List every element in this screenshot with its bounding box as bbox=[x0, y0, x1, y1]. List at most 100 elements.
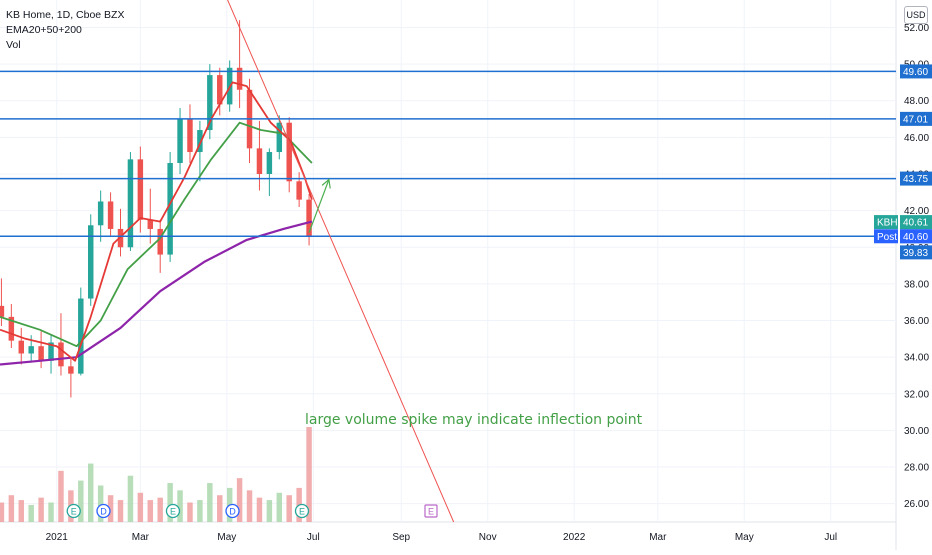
y-tick-label: 42.00 bbox=[904, 206, 929, 217]
volume-bar bbox=[167, 483, 173, 522]
candle-body bbox=[48, 342, 54, 361]
candle-body bbox=[18, 340, 24, 354]
event-marker-label: E bbox=[428, 507, 434, 517]
candle-body bbox=[137, 159, 144, 220]
level-price-badge-text: 49.60 bbox=[903, 67, 928, 78]
annotation-text[interactable]: large volume spike may indicate inflecti… bbox=[305, 412, 643, 428]
x-tick-label: Jul bbox=[824, 532, 837, 543]
price-badge-value: 40.61 bbox=[903, 218, 928, 229]
candle-body bbox=[306, 199, 312, 237]
legend-symbol[interactable]: KB Home, 1D, Cboe BZX bbox=[6, 9, 125, 21]
event-marker-label: E bbox=[299, 507, 305, 517]
y-tick-label: 26.00 bbox=[904, 499, 929, 510]
y-tick-label: 32.00 bbox=[904, 389, 929, 400]
volume-bar bbox=[236, 478, 243, 522]
volume-bar bbox=[197, 500, 203, 522]
future-earnings-marker[interactable] bbox=[424, 504, 438, 518]
volume-bar bbox=[286, 495, 292, 522]
volume-bar bbox=[107, 495, 114, 522]
level-price-badge bbox=[900, 171, 932, 186]
x-tick-label: May bbox=[735, 532, 754, 543]
candle-body bbox=[28, 346, 34, 354]
ema20-line bbox=[0, 81, 313, 362]
candle-body bbox=[0, 305, 5, 317]
earnings-marker[interactable] bbox=[165, 503, 181, 519]
candle-body bbox=[276, 122, 283, 153]
candle-body bbox=[177, 119, 183, 164]
volume-bar bbox=[58, 470, 64, 522]
candle-body bbox=[266, 152, 273, 174]
candle-body bbox=[236, 67, 243, 90]
candle-body bbox=[157, 228, 163, 255]
volume-bar bbox=[256, 497, 263, 522]
candle-body bbox=[207, 75, 213, 131]
trendline[interactable] bbox=[227, 0, 455, 523]
x-tick-label: Jul bbox=[307, 532, 320, 543]
level-price-badge bbox=[900, 111, 932, 126]
candle-body bbox=[88, 225, 94, 299]
price-badge-name: Post bbox=[877, 232, 897, 243]
event-marker-label: D bbox=[229, 507, 236, 517]
volume-bar bbox=[157, 497, 163, 522]
y-tick-label: 36.00 bbox=[904, 316, 929, 327]
candle-body bbox=[38, 346, 44, 361]
x-tick-label: 2022 bbox=[563, 532, 586, 543]
price-badge-name-bg bbox=[874, 215, 898, 230]
dividend-marker[interactable] bbox=[96, 503, 111, 519]
price-badge bbox=[900, 215, 932, 230]
candle-body bbox=[107, 201, 114, 229]
volume-bar bbox=[0, 502, 5, 522]
x-tick-label: Mar bbox=[132, 532, 150, 543]
volume-bar bbox=[28, 504, 34, 522]
volume-bar bbox=[276, 492, 283, 522]
volume-bar bbox=[127, 475, 134, 522]
y-tick-label: 48.00 bbox=[904, 96, 929, 107]
legend-ema[interactable]: EMA20+50+200 bbox=[6, 24, 82, 36]
level-price-badge-text: 43.75 bbox=[903, 174, 928, 185]
x-tick-label: Nov bbox=[479, 532, 497, 543]
x-tick-label: Mar bbox=[649, 532, 667, 543]
price-badge-name: KBH bbox=[877, 218, 898, 229]
volume-bar bbox=[207, 483, 213, 522]
x-tick-label: Sep bbox=[392, 532, 410, 543]
volume-bar bbox=[187, 502, 193, 522]
volume-bar bbox=[38, 497, 44, 522]
candle-body bbox=[167, 163, 173, 255]
volume-bar bbox=[137, 492, 144, 522]
volume-bar bbox=[246, 490, 253, 522]
candle-body bbox=[97, 201, 104, 226]
currency-button[interactable]: USD bbox=[904, 6, 928, 24]
price-badge-name-bg bbox=[874, 229, 898, 244]
candle-body bbox=[187, 119, 193, 153]
volume-bar bbox=[8, 495, 15, 522]
candle-body bbox=[147, 219, 154, 229]
y-tick-label: 38.00 bbox=[904, 279, 929, 290]
earnings-marker[interactable] bbox=[66, 503, 81, 519]
y-tick-label: 46.00 bbox=[904, 133, 929, 144]
event-marker-label: E bbox=[71, 507, 77, 517]
candle-body bbox=[296, 181, 302, 200]
volume-bar bbox=[78, 480, 84, 522]
candle-body bbox=[78, 298, 84, 374]
volume-bar bbox=[177, 490, 183, 522]
dividend-marker[interactable] bbox=[225, 503, 240, 519]
y-tick-label: 52.00 bbox=[904, 23, 929, 34]
candle-body bbox=[8, 316, 15, 341]
price-badge bbox=[900, 229, 932, 244]
level-price-badge bbox=[900, 64, 932, 79]
volume-bar bbox=[18, 500, 24, 522]
legend-vol[interactable]: Vol bbox=[6, 39, 21, 51]
volume-bar bbox=[97, 485, 104, 522]
earnings-marker[interactable] bbox=[294, 503, 310, 519]
price-badge bbox=[900, 245, 932, 260]
ema200-line bbox=[0, 220, 313, 366]
price-badge-value: 39.83 bbox=[903, 248, 928, 259]
arrow-line[interactable] bbox=[308, 179, 330, 233]
candle-body bbox=[286, 122, 292, 182]
ema50-line bbox=[0, 121, 313, 348]
x-tick-label: May bbox=[217, 532, 236, 543]
candle-body bbox=[68, 366, 74, 374]
volume-bar bbox=[147, 500, 154, 522]
